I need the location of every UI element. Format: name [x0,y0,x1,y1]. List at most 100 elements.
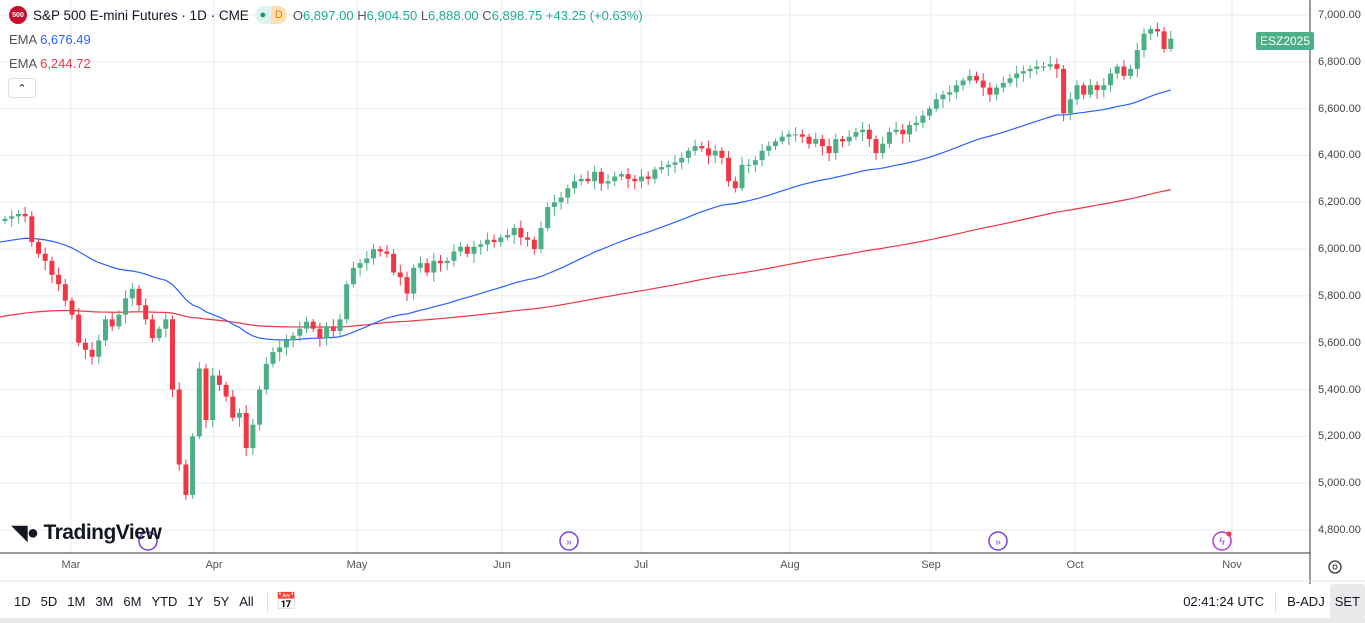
price-label: 7,000.00 [1318,9,1361,21]
price-label: 5,600.00 [1318,336,1361,349]
candle-body [545,206,551,229]
candle-body [89,349,95,357]
candle-body [444,260,450,264]
candle-body [364,258,370,264]
price-label: 6,400.00 [1318,149,1361,162]
range-button-5d[interactable]: 5D [40,594,58,609]
range-button-5y[interactable]: 5Y [213,594,230,609]
candle-body [96,340,102,357]
range-button-1d[interactable]: 1D [14,594,31,609]
candle-body [612,176,618,182]
candle-body [337,319,343,332]
candle-body [565,188,571,198]
range-button-6m[interactable]: 6M [123,594,142,609]
candle-body [257,389,263,425]
candle-body [22,213,28,217]
candle-body [344,284,350,320]
clock-timezone[interactable]: 02:41:24 UTC [1183,594,1265,609]
candle-body [82,342,88,350]
candle-body [639,176,644,182]
candle-body [103,319,108,341]
candle-body [551,202,557,207]
candle-body [491,239,497,243]
candle-body [900,129,906,135]
dividend-event-icon[interactable] [138,531,158,551]
candle-body [840,139,845,142]
price-label: 5,800.00 [1318,289,1361,302]
candle-body [1121,66,1127,76]
arrow-icon: » [566,537,572,548]
range-button-3m[interactable]: 3M [95,594,114,609]
candle-body [498,237,504,243]
price-label: 6,000.00 [1318,243,1361,256]
candle-body [451,251,457,261]
price-chart[interactable]: » » ϟ [0,0,1365,584]
range-button-1y[interactable]: 1Y [187,594,204,609]
candle-body [290,335,296,341]
candle-body [880,143,886,154]
market-status-pill[interactable]: ● D [254,6,287,24]
candle-body [692,146,698,151]
candle-body [223,384,229,397]
rollover-event-icon[interactable] [988,531,1008,551]
candle-body [237,412,242,418]
candle-body [913,122,919,126]
candle-body [263,363,269,390]
candle-body [310,321,316,329]
event-markers: » » ϟ [138,531,1232,551]
candle-body [685,150,691,158]
candle-body [679,157,685,163]
candle-body [746,164,752,166]
candle-body [1020,71,1026,74]
candle-body [719,150,725,158]
candle-body [243,412,249,449]
candle-body [297,328,303,336]
back-adjust-toggle[interactable]: B-ADJ [1287,594,1325,609]
candle-body [1014,73,1020,79]
bottom-toolbar: 1D 5D 1M 3M 6M YTD 1Y 5Y All 📅 02:41:24 UTC B-AD… [0,584,1365,619]
collapse-legend-button[interactable]: ⌃ [8,78,36,98]
tv-logo-icon: ◥● [12,522,39,544]
market-open-dot-icon: ● [254,6,271,24]
price-label: 6,600.00 [1318,102,1361,115]
price-label: 6,800.00 [1318,55,1361,68]
ema-50-line [0,89,1171,341]
rollover-event-icon[interactable] [559,531,579,551]
candle-body [36,242,41,254]
settlement-toggle[interactable]: SET [1329,584,1365,619]
candle-body [907,125,912,135]
candle-body [699,146,705,149]
month-label: Jul [633,559,649,571]
ema-legend-slow[interactable]: EMA 6,244.72 [9,56,91,71]
candle-body [15,213,21,217]
earnings-event-icon[interactable] [1212,531,1232,551]
ema-legend-fast[interactable]: EMA 6,676.49 [9,32,91,47]
candle-body [960,80,966,86]
symbol-title[interactable]: S&P 500 E-mini Futures · 1D · CME [33,7,249,23]
candle-body [216,375,222,385]
delayed-badge: D [270,6,287,24]
candle-body [652,169,658,179]
candle-body [183,464,189,495]
candle-body [706,148,711,156]
candle-body [886,132,892,144]
tradingview-logo[interactable]: ◥● TradingView [12,520,162,545]
candle-body [1168,38,1174,49]
range-button-all[interactable]: All [239,594,254,609]
candle-body [525,237,531,240]
candle-body [29,216,35,243]
candle-body [866,129,872,140]
candle-body [1081,85,1087,95]
candle-body [511,228,517,236]
settings-gear-icon[interactable] [1328,560,1342,574]
candle-body [592,171,598,182]
goto-date-calendar-icon[interactable]: 📅 [275,591,297,611]
candle-body [786,134,792,137]
candle-body [846,136,852,142]
range-button-ytd[interactable]: YTD [151,594,178,609]
range-button-1m[interactable]: 1M [67,594,86,609]
candle-body [250,424,256,449]
candle-body [1101,85,1107,90]
lightning-icon: ϟ [1219,536,1225,548]
candle-body [190,436,196,495]
